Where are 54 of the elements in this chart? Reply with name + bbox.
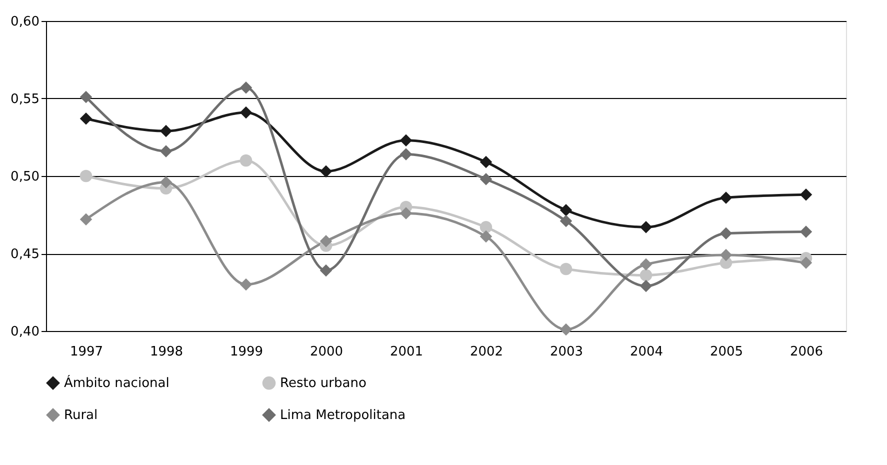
point xyxy=(720,227,732,240)
point xyxy=(80,112,92,125)
x-tick-label: 1997 xyxy=(70,344,104,360)
y-tick-label: 0,55 xyxy=(10,92,40,107)
y-tick-label: 0,45 xyxy=(10,247,40,262)
point xyxy=(560,204,572,216)
point xyxy=(560,214,572,228)
point xyxy=(400,134,412,146)
point xyxy=(800,226,812,238)
point xyxy=(160,145,172,158)
x-tick-label: 2003 xyxy=(550,344,584,360)
point xyxy=(800,256,812,269)
point xyxy=(80,213,92,226)
point xyxy=(640,258,652,270)
point xyxy=(480,172,492,186)
legend-label: Lima Metropolitana xyxy=(280,408,406,423)
x-tick-label: 1998 xyxy=(150,344,184,360)
point xyxy=(80,90,92,104)
x-tick-label: 2004 xyxy=(630,344,664,360)
point xyxy=(320,165,332,178)
point xyxy=(480,230,492,243)
point xyxy=(240,154,252,167)
point xyxy=(480,221,492,234)
y-tick-label: 0,50 xyxy=(10,170,40,184)
point xyxy=(240,106,252,119)
point xyxy=(640,221,652,234)
point xyxy=(160,176,172,188)
y-tick-label: 0,60 xyxy=(10,14,40,30)
point xyxy=(400,207,412,220)
point xyxy=(560,262,572,276)
point xyxy=(480,156,492,168)
x-tick-label: 1999 xyxy=(230,344,264,360)
point xyxy=(560,323,572,336)
x-tick-label: 2000 xyxy=(310,344,344,360)
point xyxy=(640,269,652,282)
x-tick-label: 2001 xyxy=(390,344,424,360)
point xyxy=(320,234,332,248)
point xyxy=(400,148,412,160)
legend-label: Resto urbano xyxy=(280,376,366,392)
point xyxy=(80,170,92,182)
point xyxy=(320,264,332,277)
legend-label: Rural xyxy=(64,408,98,423)
point xyxy=(160,124,172,138)
legend-label: Ámbito nacional xyxy=(64,374,170,392)
point xyxy=(800,188,812,201)
point xyxy=(240,82,252,94)
x-tick-label: 2006 xyxy=(790,344,824,360)
point xyxy=(720,248,732,262)
x-tick-label: 2002 xyxy=(470,344,504,360)
x-tick-label: 2005 xyxy=(710,344,744,360)
point xyxy=(240,278,252,291)
point xyxy=(640,280,652,292)
y-tick-label: 0,40 xyxy=(10,324,40,340)
point xyxy=(720,192,732,204)
